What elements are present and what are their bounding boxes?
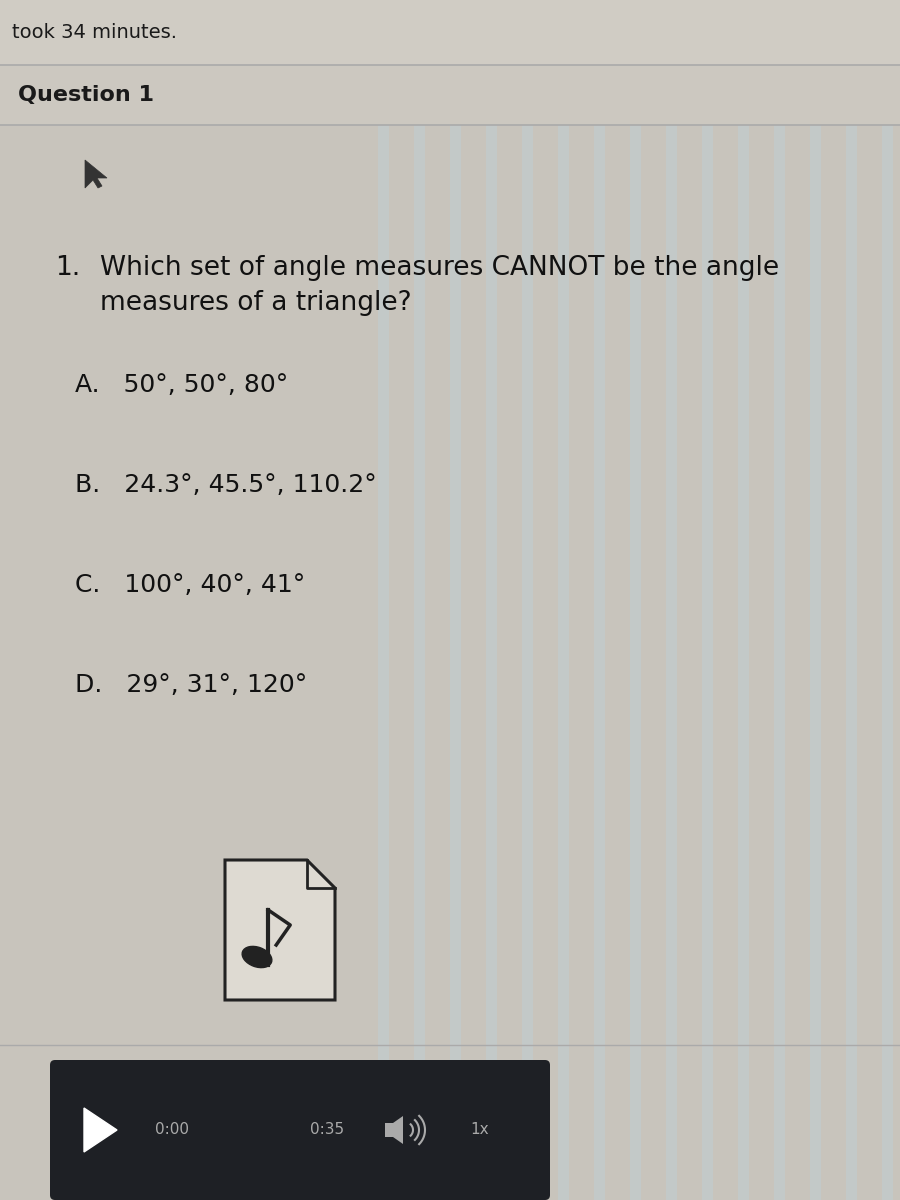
Bar bbox=[630, 0, 641, 1200]
Bar bbox=[0, 0, 900, 65]
Bar bbox=[702, 0, 713, 1200]
Bar bbox=[0, 65, 900, 125]
Text: A.   50°, 50°, 80°: A. 50°, 50°, 80° bbox=[75, 373, 288, 397]
Bar bbox=[378, 0, 389, 1200]
Text: Question 1: Question 1 bbox=[18, 85, 154, 104]
Bar bbox=[810, 0, 821, 1200]
Text: B.   24.3°, 45.5°, 110.2°: B. 24.3°, 45.5°, 110.2° bbox=[75, 473, 377, 497]
Polygon shape bbox=[225, 860, 335, 1000]
Text: D.   29°, 31°, 120°: D. 29°, 31°, 120° bbox=[75, 673, 307, 697]
FancyBboxPatch shape bbox=[50, 1060, 550, 1200]
Text: 0:35: 0:35 bbox=[310, 1122, 344, 1138]
Bar bbox=[414, 0, 425, 1200]
Bar bbox=[774, 0, 785, 1200]
Text: 0:00: 0:00 bbox=[155, 1122, 189, 1138]
Bar bbox=[522, 0, 533, 1200]
Polygon shape bbox=[385, 1116, 403, 1144]
Text: 1.: 1. bbox=[55, 254, 80, 281]
Ellipse shape bbox=[242, 947, 272, 967]
Bar bbox=[450, 0, 461, 1200]
Bar bbox=[846, 0, 857, 1200]
Polygon shape bbox=[84, 1108, 117, 1152]
Bar bbox=[486, 0, 497, 1200]
Bar bbox=[666, 0, 677, 1200]
Text: Which set of angle measures CANNOT be the angle: Which set of angle measures CANNOT be th… bbox=[100, 254, 779, 281]
Bar bbox=[558, 0, 569, 1200]
Bar bbox=[594, 0, 605, 1200]
Polygon shape bbox=[85, 160, 107, 188]
Text: 1x: 1x bbox=[470, 1122, 489, 1138]
Text: measures of a triangle?: measures of a triangle? bbox=[100, 290, 411, 316]
Bar bbox=[882, 0, 893, 1200]
Text: C.   100°, 40°, 41°: C. 100°, 40°, 41° bbox=[75, 572, 305, 596]
Text: took 34 minutes.: took 34 minutes. bbox=[12, 23, 177, 42]
Bar bbox=[738, 0, 749, 1200]
